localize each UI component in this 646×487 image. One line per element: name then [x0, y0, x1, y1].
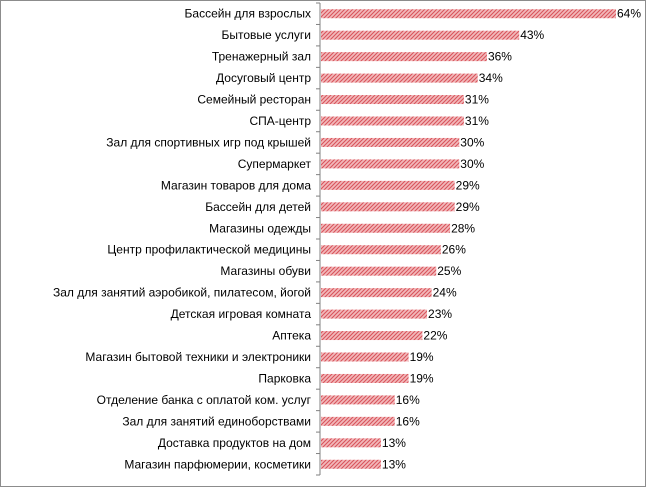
category-label: Семейный ресторан — [197, 93, 311, 107]
value-label: 13% — [382, 436, 406, 450]
value-label: 64% — [617, 7, 641, 21]
value-label: 22% — [423, 329, 447, 343]
category-label: Отделение банка с оплатой ком. услуг — [97, 393, 312, 407]
bar — [321, 223, 451, 233]
bar — [321, 9, 616, 19]
value-label: 13% — [382, 457, 406, 471]
category-label: СПА-центр — [250, 114, 312, 128]
value-label: 24% — [433, 286, 457, 300]
value-label: 31% — [465, 93, 489, 107]
bar — [321, 266, 437, 276]
value-label: 19% — [410, 371, 434, 385]
value-label: 26% — [442, 243, 466, 257]
category-label: Магазины одежды — [209, 221, 311, 235]
category-label: Аптека — [272, 329, 311, 343]
value-label: 25% — [437, 264, 461, 278]
bar — [321, 331, 423, 341]
bar — [321, 159, 460, 169]
category-label: Супермаркет — [238, 157, 312, 171]
category-label: Зал для занятий единоборствами — [122, 414, 311, 428]
bar — [321, 116, 464, 126]
category-label: Бытовые услуги — [222, 28, 312, 42]
bar — [321, 373, 409, 383]
bar — [321, 245, 441, 255]
category-label: Магазины обуви — [220, 264, 311, 278]
bars-layer: Бассейн для взрослых 64% Бытовые услуги 43%… — [53, 2, 641, 476]
category-label: Детская игровая комната — [171, 307, 312, 321]
bar — [321, 309, 428, 319]
bar — [321, 180, 455, 190]
category-label: Магазин бытовой техники и электроники — [85, 350, 311, 364]
category-label: Доставка продуктов на дом — [158, 436, 311, 450]
value-label: 16% — [396, 393, 420, 407]
value-label: 34% — [479, 71, 503, 85]
category-label: Тренажерный зал — [212, 50, 311, 64]
category-label: Бассейн для детей — [205, 200, 311, 214]
category-label: Досуговый центр — [216, 71, 311, 85]
value-label: 30% — [460, 157, 484, 171]
category-label: Зал для спортивных игр под крышей — [106, 135, 311, 149]
value-label: 29% — [456, 178, 480, 192]
value-label: 30% — [460, 135, 484, 149]
bar — [321, 95, 464, 105]
bar — [321, 137, 460, 147]
bar — [321, 438, 381, 448]
value-label: 16% — [396, 414, 420, 428]
bar — [321, 73, 478, 83]
bar — [321, 416, 395, 426]
value-label: 28% — [451, 221, 475, 235]
category-label: Магазин парфюмерии, косметики — [124, 457, 311, 471]
value-label: 43% — [520, 28, 544, 42]
bar — [321, 395, 395, 405]
value-label: 36% — [488, 50, 512, 64]
category-label: Парковка — [258, 371, 311, 385]
value-label: 23% — [428, 307, 452, 321]
bar — [321, 52, 487, 62]
value-label: 31% — [465, 114, 489, 128]
bar — [321, 352, 409, 362]
bar — [321, 30, 520, 40]
value-label: 19% — [410, 350, 434, 364]
category-label: Центр профилактической медицины — [107, 243, 311, 257]
category-label: Бассейн для взрослых — [185, 7, 311, 21]
bar — [321, 288, 432, 298]
value-label: 29% — [456, 200, 480, 214]
category-label: Магазин товаров для дома — [161, 178, 311, 192]
category-label: Зал для занятий аэробикой, пилатесом, йо… — [53, 286, 311, 300]
bar — [321, 202, 455, 212]
bar — [321, 459, 381, 469]
